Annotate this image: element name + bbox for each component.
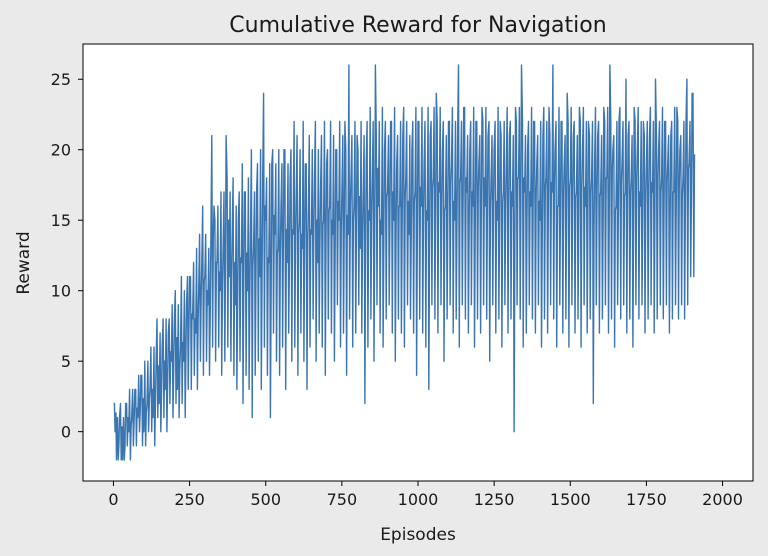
chart-title: Cumulative Reward for Navigation xyxy=(229,13,606,38)
y-axis: 0 5 10 15 20 25 xyxy=(51,70,83,442)
reward-series-line xyxy=(113,64,696,461)
x-axis-label: Episodes xyxy=(380,525,456,545)
x-tick-label: 500 xyxy=(250,490,281,509)
y-tick-label: 15 xyxy=(51,211,71,230)
y-tick-label: 5 xyxy=(61,352,71,371)
x-tick-label: 1250 xyxy=(474,490,515,509)
x-axis: 0 250 500 750 1000 1250 1500 1750 2000 xyxy=(108,481,743,509)
series-layer xyxy=(113,64,696,461)
plot-area xyxy=(82,43,754,482)
y-tick-label: 0 xyxy=(61,423,71,442)
x-tick-label: 750 xyxy=(327,490,358,509)
y-tick-label: 25 xyxy=(51,70,71,89)
y-axis-label: Reward xyxy=(14,231,34,294)
x-tick-label: 2000 xyxy=(702,490,743,509)
y-tick-label: 20 xyxy=(51,141,71,160)
x-tick-label: 250 xyxy=(174,490,205,509)
x-tick-label: 0 xyxy=(108,490,118,509)
x-tick-label: 1750 xyxy=(626,490,667,509)
x-tick-label: 1500 xyxy=(550,490,591,509)
y-tick-label: 10 xyxy=(51,282,71,301)
x-tick-label: 1000 xyxy=(398,490,439,509)
